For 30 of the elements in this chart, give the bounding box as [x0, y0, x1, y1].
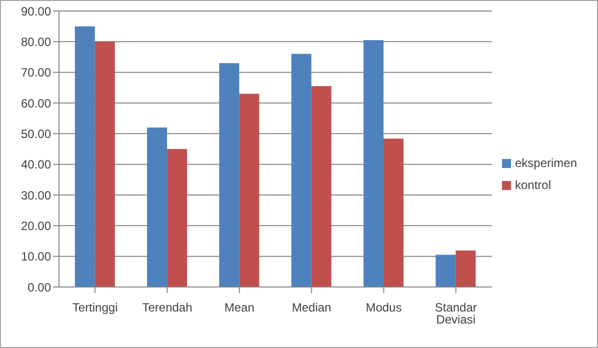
- y-tick-label: 20.00: [20, 218, 52, 233]
- x-tick-label: Mean: [224, 300, 254, 315]
- y-tick-label: 90.00: [20, 4, 52, 18]
- bar: [219, 63, 240, 287]
- bar: [167, 149, 188, 287]
- y-tick-label: 30.00: [20, 188, 52, 202]
- bar: [147, 128, 168, 287]
- y-tick-label: 80.00: [20, 34, 52, 49]
- bar: [239, 94, 260, 287]
- y-tick-label: 70.00: [20, 66, 52, 80]
- bar: [94, 42, 115, 287]
- y-tick-label: 0.00: [28, 280, 52, 294]
- x-tick-label: Modus: [366, 300, 402, 315]
- bar: [291, 54, 312, 287]
- bar: [74, 26, 95, 287]
- bar: [456, 250, 476, 287]
- x-tick-label: Terendah: [142, 300, 192, 315]
- y-tick-label: 50.00: [20, 126, 52, 141]
- x-tick-label: Median: [292, 300, 332, 315]
- bar: [384, 138, 404, 287]
- x-tick-label: Tertinggi: [72, 300, 118, 315]
- legend-label: kontrol: [514, 178, 551, 192]
- x-tick-label: Standar Deviasi: [434, 300, 477, 327]
- y-tick-label: 10.00: [20, 250, 52, 264]
- bar: [436, 254, 456, 287]
- y-tick-label: 40.00: [20, 158, 52, 172]
- legend-label: eksperimen: [514, 156, 577, 170]
- bar: [364, 40, 384, 287]
- bar: [311, 86, 332, 287]
- y-tick-label: 60.00: [20, 96, 52, 110]
